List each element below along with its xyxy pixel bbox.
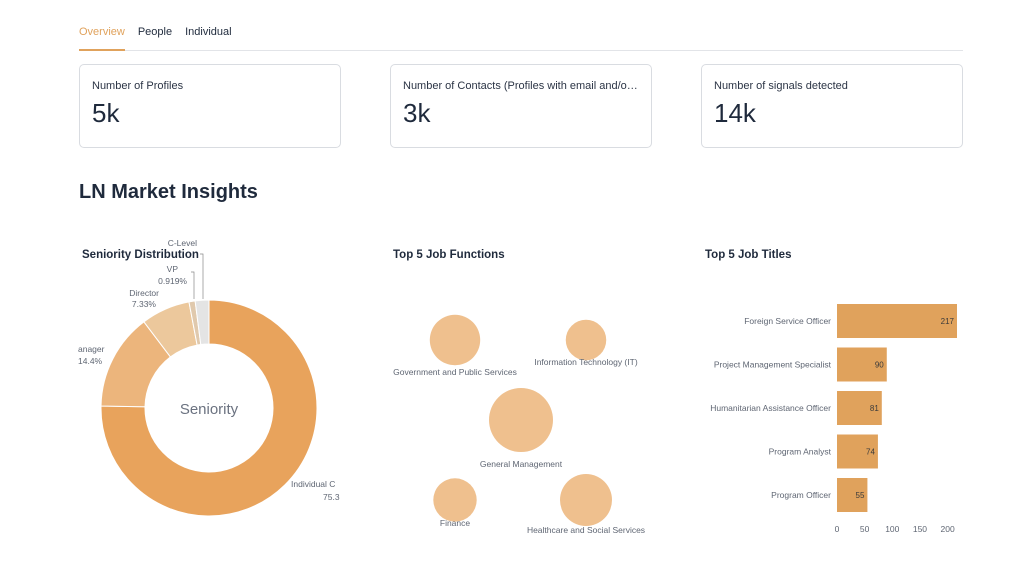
bar-3: [837, 434, 878, 469]
donut-center-label: Seniority: [180, 401, 239, 418]
bar-category-3: Program Analyst: [769, 447, 832, 457]
donut-percent-manager: 14.4%: [78, 356, 103, 366]
metric-card-contacts: Number of Contacts (Profiles with email …: [390, 64, 652, 148]
bar-0: [837, 304, 957, 338]
job-titles-chart-title: Top 5 Job Titles: [705, 249, 792, 261]
metric-card-signals: Number of signals detected 14k: [701, 64, 963, 148]
bubble-label-0: Government and Public Services: [393, 367, 517, 377]
tab-bar: Overview People Individual: [79, 22, 963, 51]
bubble-4: [560, 474, 612, 526]
bubble-label-2: General Management: [480, 459, 563, 469]
tab-people[interactable]: People: [137, 26, 173, 38]
bubble-0: [429, 314, 481, 366]
job-titles-bar-chart: 217 Foreign Service Officer 90 Project Mana…: [710, 304, 957, 534]
metric-value: 14k: [714, 98, 756, 128]
donut-leader-vp: [191, 271, 195, 299]
metric-value: 3k: [403, 98, 431, 128]
bar-1: [837, 347, 887, 382]
bar-xtick-3: 150: [913, 524, 927, 534]
bubble-2: [489, 388, 553, 452]
donut-label-vp: VP: [167, 264, 179, 274]
donut-label-manager: anager: [78, 344, 105, 354]
metric-card-profiles: Number of Profiles 5k: [79, 64, 341, 148]
bar-4: [837, 478, 868, 512]
bar-category-1: Project Management Specialist: [714, 360, 832, 370]
bar-xtick-0: 0: [835, 524, 840, 534]
donut-label-clevel: C-Level: [168, 238, 197, 248]
bar-xtick-4: 200: [941, 524, 955, 534]
bar-value-0: 217: [941, 317, 955, 326]
bubble-label-3: Finance: [440, 518, 471, 528]
metric-value: 5k: [92, 98, 120, 128]
donut-slice-4: [194, 299, 210, 346]
donut-percent-vp: 0.919%: [158, 276, 187, 286]
donut-percent-individual: 75.3: [323, 492, 340, 502]
donut-label-individual: Individual C: [291, 479, 335, 489]
metric-label: Number of Contacts (Profiles with email …: [403, 80, 639, 92]
donut-label-director: Director: [129, 288, 159, 298]
tab-individual[interactable]: Individual: [185, 26, 232, 38]
seniority-chart-title: Seniority Distribution: [82, 249, 199, 261]
metric-label: Number of signals detected: [714, 80, 848, 92]
bar-value-2: 81: [870, 404, 879, 413]
bar-xtick-1: 50: [860, 524, 870, 534]
bar-category-0: Foreign Service Officer: [744, 316, 831, 326]
section-title: LN Market Insights: [79, 181, 258, 203]
tab-overview[interactable]: Overview: [79, 22, 125, 51]
metric-label: Number of Profiles: [92, 80, 184, 92]
bar-category-4: Program Officer: [771, 490, 831, 500]
bar-value-3: 74: [866, 448, 875, 457]
donut-leader-clevel: [200, 253, 204, 299]
bar-value-4: 55: [856, 491, 865, 500]
job-functions-chart-title: Top 5 Job Functions: [393, 249, 505, 261]
bar-value-1: 90: [875, 361, 884, 370]
donut-slice-0: [100, 299, 318, 517]
bubble-3: [433, 478, 477, 522]
bar-2: [837, 391, 882, 425]
job-functions-bubble-chart: Government and Public Services Informatio…: [393, 314, 645, 535]
bubble-label-1: Information Technology (IT): [534, 357, 637, 367]
bar-category-2: Humanitarian Assistance Officer: [710, 403, 831, 413]
donut-percent-director: 7.33%: [132, 299, 157, 309]
seniority-donut-chart: Seniority Individual C 75.3 anager 14.4% Dire…: [78, 238, 340, 517]
bar-xtick-2: 100: [885, 524, 899, 534]
bubble-label-4: Healthcare and Social Services: [527, 525, 645, 535]
bubble-1: [565, 319, 607, 361]
